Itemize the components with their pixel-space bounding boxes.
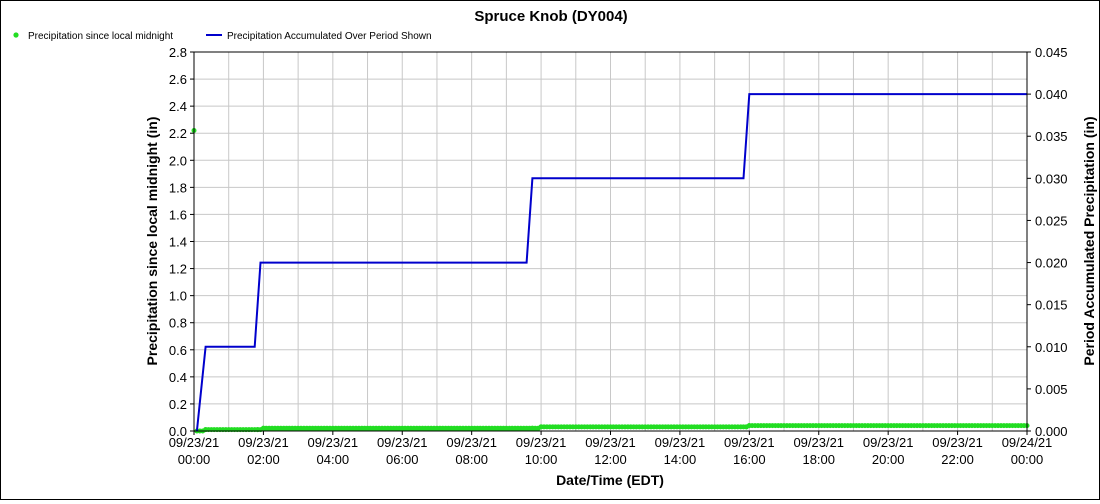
y-tick-label-left: 1.2: [169, 262, 187, 277]
x-tick-label-time: 02:00: [247, 452, 280, 467]
x-tick-label-date: 09/23/21: [238, 435, 289, 450]
y-tick-label-right: 0.035: [1035, 129, 1068, 144]
x-tick-label-date: 09/23/21: [169, 435, 220, 450]
y-tick-label-left: 2.0: [169, 153, 187, 168]
y-tick-label-right: 0.015: [1035, 298, 1068, 313]
legend-label-period: Precipitation Accumulated Over Period Sh…: [227, 31, 432, 42]
x-tick-label-time: 14:00: [664, 452, 697, 467]
series-line-period-accumulated: [195, 93, 1027, 432]
x-tick-label-time: 12:00: [594, 452, 627, 467]
x-tick-label-date: 09/23/21: [377, 435, 428, 450]
x-axis-label: Date/Time (EDT): [556, 472, 664, 488]
x-tick-label-time: 16:00: [733, 452, 766, 467]
plot-border: [193, 51, 1028, 432]
x-tick-label-date: 09/23/21: [446, 435, 497, 450]
chart-title: Spruce Knob (DY004): [474, 8, 627, 25]
x-tick-label-time: 04:00: [317, 452, 350, 467]
series-points-since-midnight: [191, 128, 1030, 434]
x-tick-label-date: 09/23/21: [724, 435, 775, 450]
x-tick-label-date: 09/23/21: [932, 435, 983, 450]
axes: [190, 51, 1031, 435]
x-tick-label-date: 09/24/21: [1002, 435, 1053, 450]
y-tick-label-right: 0.040: [1035, 87, 1068, 102]
legend-marker-midnight: [13, 32, 19, 38]
y-tick-label-right: 0.010: [1035, 340, 1068, 355]
y-tick-label-right: 0.025: [1035, 213, 1068, 228]
x-tick-label-date: 09/23/21: [585, 435, 636, 450]
y-tick-label-left: 2.8: [169, 45, 187, 60]
x-tick-label-time: 10:00: [525, 452, 558, 467]
y-tick-label-left: 2.6: [169, 72, 187, 87]
y-tick-label-right: 0.020: [1035, 256, 1068, 271]
y-tick-label-right: 0.045: [1035, 45, 1068, 60]
grid: [193, 51, 1028, 432]
y-tick-label-left: 1.4: [169, 235, 187, 250]
y-tick-label-left: 1.6: [169, 207, 187, 222]
tick-labels: 0.0 0.2 0.4 0.6 0.8 1.0 1.2 1.4 1.6 1.8 2.0 2.2 2.4 2…: [169, 45, 1068, 467]
y-tick-label-left: 2.4: [169, 99, 187, 114]
x-tick-label-date: 09/23/21: [793, 435, 844, 450]
x-tick-label-time: 20:00: [872, 452, 905, 467]
x-tick-label-time: 00:00: [178, 452, 211, 467]
series-layer: [191, 93, 1030, 434]
y-tick-label-right: 0.005: [1035, 382, 1068, 397]
x-tick-label-time: 18:00: [802, 452, 835, 467]
y-tick-label-left: 0.6: [169, 343, 187, 358]
x-tick-label-date: 09/23/21: [516, 435, 567, 450]
y-axis-label-right: Period Accumulated Precipitation (in): [1081, 116, 1097, 365]
y-tick-label-left: 0.2: [169, 397, 187, 412]
y-tick-label-left: 1.0: [169, 289, 187, 304]
x-tick-label-time: 08:00: [455, 452, 488, 467]
y-tick-label-left: 0.0: [169, 424, 187, 439]
y-tick-label-left: 1.8: [169, 180, 187, 195]
x-tick-label-time: 06:00: [386, 452, 419, 467]
y-tick-label-left: 0.8: [169, 316, 187, 331]
legend: Precipitation since local midnight Preci…: [13, 31, 432, 42]
y-tick-label-left: 0.4: [169, 370, 187, 385]
y-tick-label-right: 0.000: [1035, 424, 1068, 439]
y-tick-label-right: 0.030: [1035, 171, 1068, 186]
x-tick-label-date: 09/23/21: [863, 435, 914, 450]
legend-label-midnight: Precipitation since local midnight: [28, 31, 173, 42]
y-axis-label-left: Precipitation since local midnight (in): [144, 117, 160, 366]
x-tick-label-date: 09/23/21: [308, 435, 359, 450]
x-tick-label-time: 00:00: [1011, 452, 1044, 467]
x-tick-label-time: 22:00: [941, 452, 974, 467]
y-tick-label-left: 2.2: [169, 126, 187, 141]
x-tick-label-date: 09/23/21: [655, 435, 706, 450]
